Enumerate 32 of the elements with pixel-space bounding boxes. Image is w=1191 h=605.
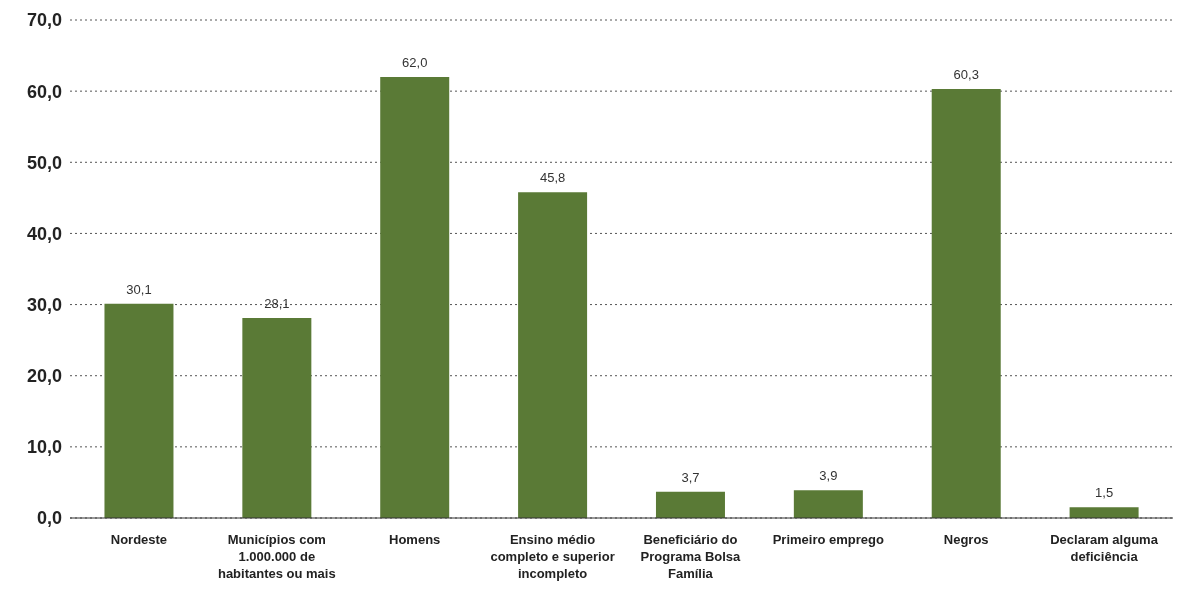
data-label: 45,8: [539, 170, 566, 186]
data-label: 3,9: [819, 468, 838, 484]
data-label: 3,7: [681, 469, 700, 485]
x-tick-label: Nordeste: [110, 532, 168, 547]
y-tick-label: 40,0: [26, 223, 62, 244]
x-tick-label: Municípios com 1.000.000 de habitantes ou mais: [217, 532, 336, 581]
y-tick-label: 20,0: [26, 366, 62, 387]
bar: [242, 318, 312, 518]
bar: [380, 76, 450, 518]
bar: [104, 303, 174, 518]
x-tick-label: Primeiro emprego: [772, 532, 884, 547]
x-tick-label: Declaram alguma deficiência: [1050, 532, 1159, 564]
x-tick-label: Beneficiário do Programa Bolsa Família: [640, 532, 742, 581]
bar: [931, 89, 1001, 518]
x-tick-label: Negros: [943, 532, 989, 547]
data-label: 30,1: [126, 281, 152, 297]
data-label: 1,5: [1095, 485, 1114, 501]
data-label: 60,3: [953, 67, 979, 83]
data-label: 28,1: [264, 296, 290, 312]
y-tick-label: 0,0: [36, 508, 62, 529]
bar: [518, 192, 588, 518]
y-tick-label: 10,0: [26, 437, 62, 458]
y-tick-label: 60,0: [26, 81, 62, 102]
bar: [655, 491, 725, 518]
x-tick-label: Homens: [389, 532, 441, 547]
y-tick-label: 70,0: [26, 10, 62, 31]
data-label: 62,0: [402, 54, 428, 70]
y-tick-label: 30,0: [26, 294, 62, 315]
x-tick-label: Ensino médio completo e superior incompleto: [490, 532, 615, 581]
y-tick-label: 50,0: [26, 152, 62, 173]
bar: [793, 490, 863, 518]
bar: [1069, 507, 1139, 518]
